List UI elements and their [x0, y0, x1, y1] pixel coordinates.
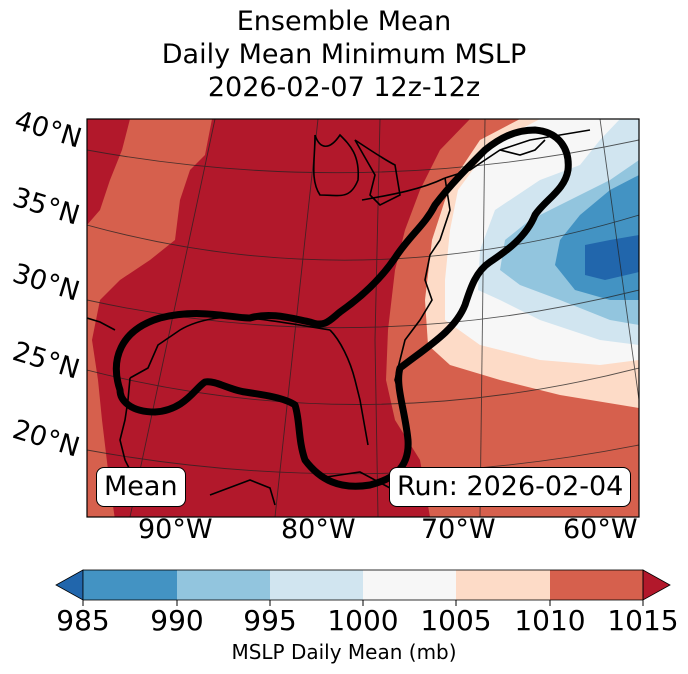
colorbar-bin-995-1000 [270, 570, 363, 600]
band-lt985 [585, 235, 639, 280]
band-1010-1015-west-patch [87, 119, 130, 225]
colorbar-tick-985: 985 [56, 604, 110, 637]
colorbar-bin-990-995 [177, 570, 270, 600]
lon-label-70w: 70°W [421, 514, 496, 545]
mean-label-box: Mean [96, 467, 186, 507]
colorbar-tick-1010: 1010 [514, 604, 586, 637]
colorbar-bin-1010-1015 [550, 570, 643, 600]
lon-label-60w: 60°W [563, 514, 638, 545]
colorbar-tick-995: 995 [243, 604, 297, 637]
title-line-2: Daily Mean Minimum MSLP [161, 39, 527, 70]
title-line-3: 2026-02-07 12z-12z [207, 72, 481, 103]
colorbar-tick-1000: 1000 [327, 604, 399, 637]
colorbar-bin-985-990 [83, 570, 177, 600]
band-1010-1015-west [87, 119, 212, 517]
colorbar-extend-high [642, 569, 671, 601]
colorbar-tick-1005: 1005 [420, 604, 492, 637]
colorbar-label: MSLP Daily Mean (mb) [231, 640, 457, 664]
colorbar [55, 569, 671, 606]
colorbar-tick-990: 990 [150, 604, 204, 637]
colorbar-extend-low [55, 569, 84, 601]
map-frame [86, 118, 640, 518]
outline-contour [112, 126, 572, 490]
run-date-box: Run: 2026-02-04 [389, 467, 632, 507]
colorbar-bin-1000-1005 [363, 570, 456, 600]
colorbar-tick-1015: 1015 [607, 604, 679, 637]
title-line-1: Ensemble Mean [236, 6, 452, 37]
lon-label-90w: 90°W [138, 514, 213, 545]
lon-label-80w: 80°W [281, 514, 356, 545]
map-field [87, 119, 639, 517]
colorbar-bin-1005-1010 [456, 570, 550, 600]
